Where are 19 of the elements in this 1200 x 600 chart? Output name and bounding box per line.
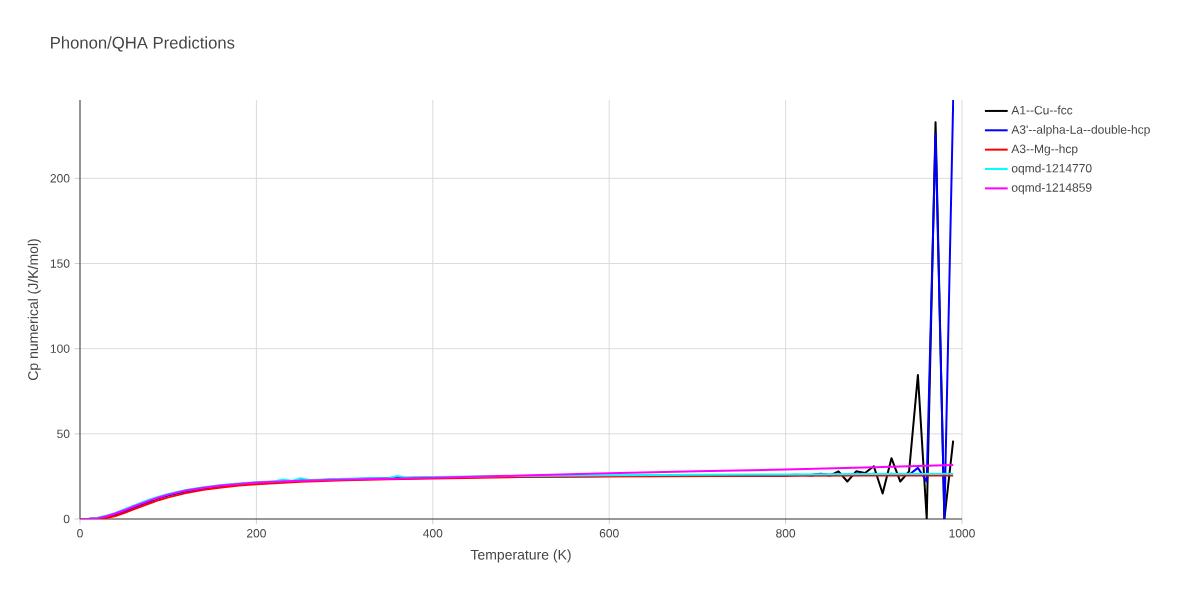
legend-label: A3'--alpha-La--double-hcp: [1011, 124, 1150, 137]
legend-label: oqmd-1214770: [1011, 163, 1092, 175]
legend-label: oqmd-1214859: [1011, 183, 1092, 195]
y-tick-label: 200: [50, 174, 70, 183]
x-tick-label: 800: [776, 529, 796, 538]
y-tick-label: 150: [50, 259, 70, 268]
y-tick-label: 100: [50, 344, 70, 353]
y-tick-label: 0: [63, 514, 70, 524]
y-axis-title: Cp numerical (J/K/mol): [27, 239, 41, 380]
legend-label: A3--Mg--hcp: [1011, 144, 1078, 156]
chart-title: Phonon/QHA Predictions: [51, 36, 235, 52]
legend-label: A1--Cu--fcc: [1011, 105, 1073, 115]
y-tick-label: 50: [57, 429, 70, 439]
x-tick-label: 200: [247, 529, 266, 538]
x-tick-label: 1000: [949, 529, 975, 538]
x-axis-title: Temperature (K): [470, 549, 571, 563]
x-tick-label: 400: [423, 529, 443, 538]
x-tick-label: 0: [77, 529, 83, 538]
x-tick-label: 600: [599, 529, 619, 538]
